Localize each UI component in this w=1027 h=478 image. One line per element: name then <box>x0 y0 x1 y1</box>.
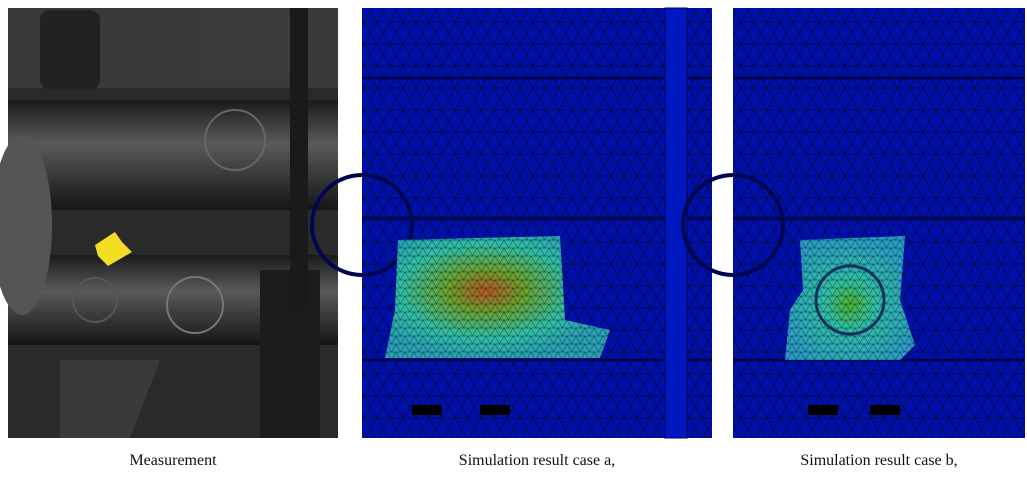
measurement-photo <box>0 8 338 438</box>
caption: Simulation result case b, <box>733 452 1025 470</box>
simulation-b <box>683 8 1025 438</box>
figure-images <box>0 0 1027 478</box>
caption: Simulation result case a, <box>362 452 712 470</box>
figure-page: {"panels": [ {"caption": "Measurement"},… <box>0 0 1027 478</box>
caption: Measurement <box>8 452 338 470</box>
simulation-a <box>312 8 712 438</box>
